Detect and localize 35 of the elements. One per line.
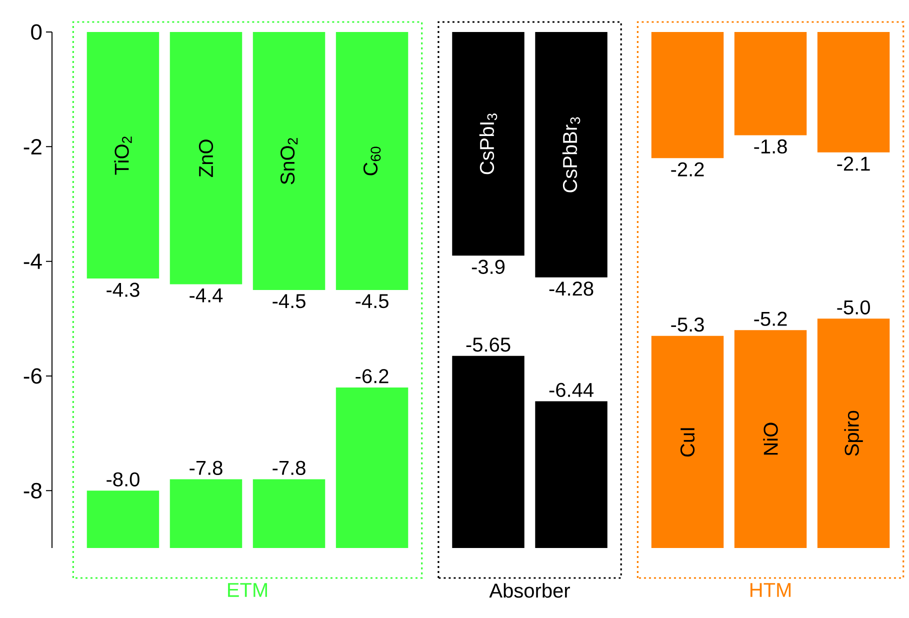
y-tick-label: -6	[24, 368, 42, 384]
data-label: -4.4	[190, 288, 223, 302]
data-label: -1.8	[754, 139, 787, 154]
data-label: -6.2	[356, 369, 388, 384]
x-tick-label: CuI	[680, 428, 695, 456]
x-tick-label: Spiro	[844, 410, 863, 456]
y-tick-label: -8	[24, 482, 42, 498]
data-label: -5.3	[671, 318, 704, 332]
data-label: -5.0	[837, 300, 870, 314]
x-tick-label: C$_{60}$	[363, 146, 381, 176]
y-tick-label: -4	[24, 254, 42, 269]
text: HTM	[750, 583, 791, 597]
data-label: -4.3	[106, 282, 140, 297]
data-label: -4.28	[549, 282, 594, 296]
y-tick-label: 0	[31, 24, 42, 40]
x-tick-label: SnO$_{2}$	[280, 138, 298, 184]
data-label: -5.65	[466, 338, 510, 352]
data-label: -2.1	[837, 156, 870, 171]
text: ETM	[228, 583, 267, 597]
data-label: -5.2	[754, 312, 787, 326]
data-label: -7.8	[272, 460, 306, 475]
data-label: -4.5	[272, 294, 306, 308]
x-tick-label: ZnO	[198, 140, 214, 177]
x-tick-label: CsPbBr$_{3}$	[562, 117, 580, 192]
data-label: -2.2	[671, 162, 704, 176]
data-label: -3.9	[472, 260, 505, 274]
text: Absorber	[489, 583, 570, 598]
data-label: -4.5	[356, 294, 388, 308]
x-tick-label: TiO$_{2}$	[114, 136, 132, 175]
data-label: -6.44	[549, 382, 594, 398]
y-tick-label: -2	[24, 138, 42, 154]
x-tick-label: CsPbI$_{3}$	[479, 114, 498, 174]
x-tick-label: NiO	[763, 422, 778, 455]
data-label: -7.8	[190, 460, 222, 475]
data-label: -8.0	[106, 472, 140, 486]
